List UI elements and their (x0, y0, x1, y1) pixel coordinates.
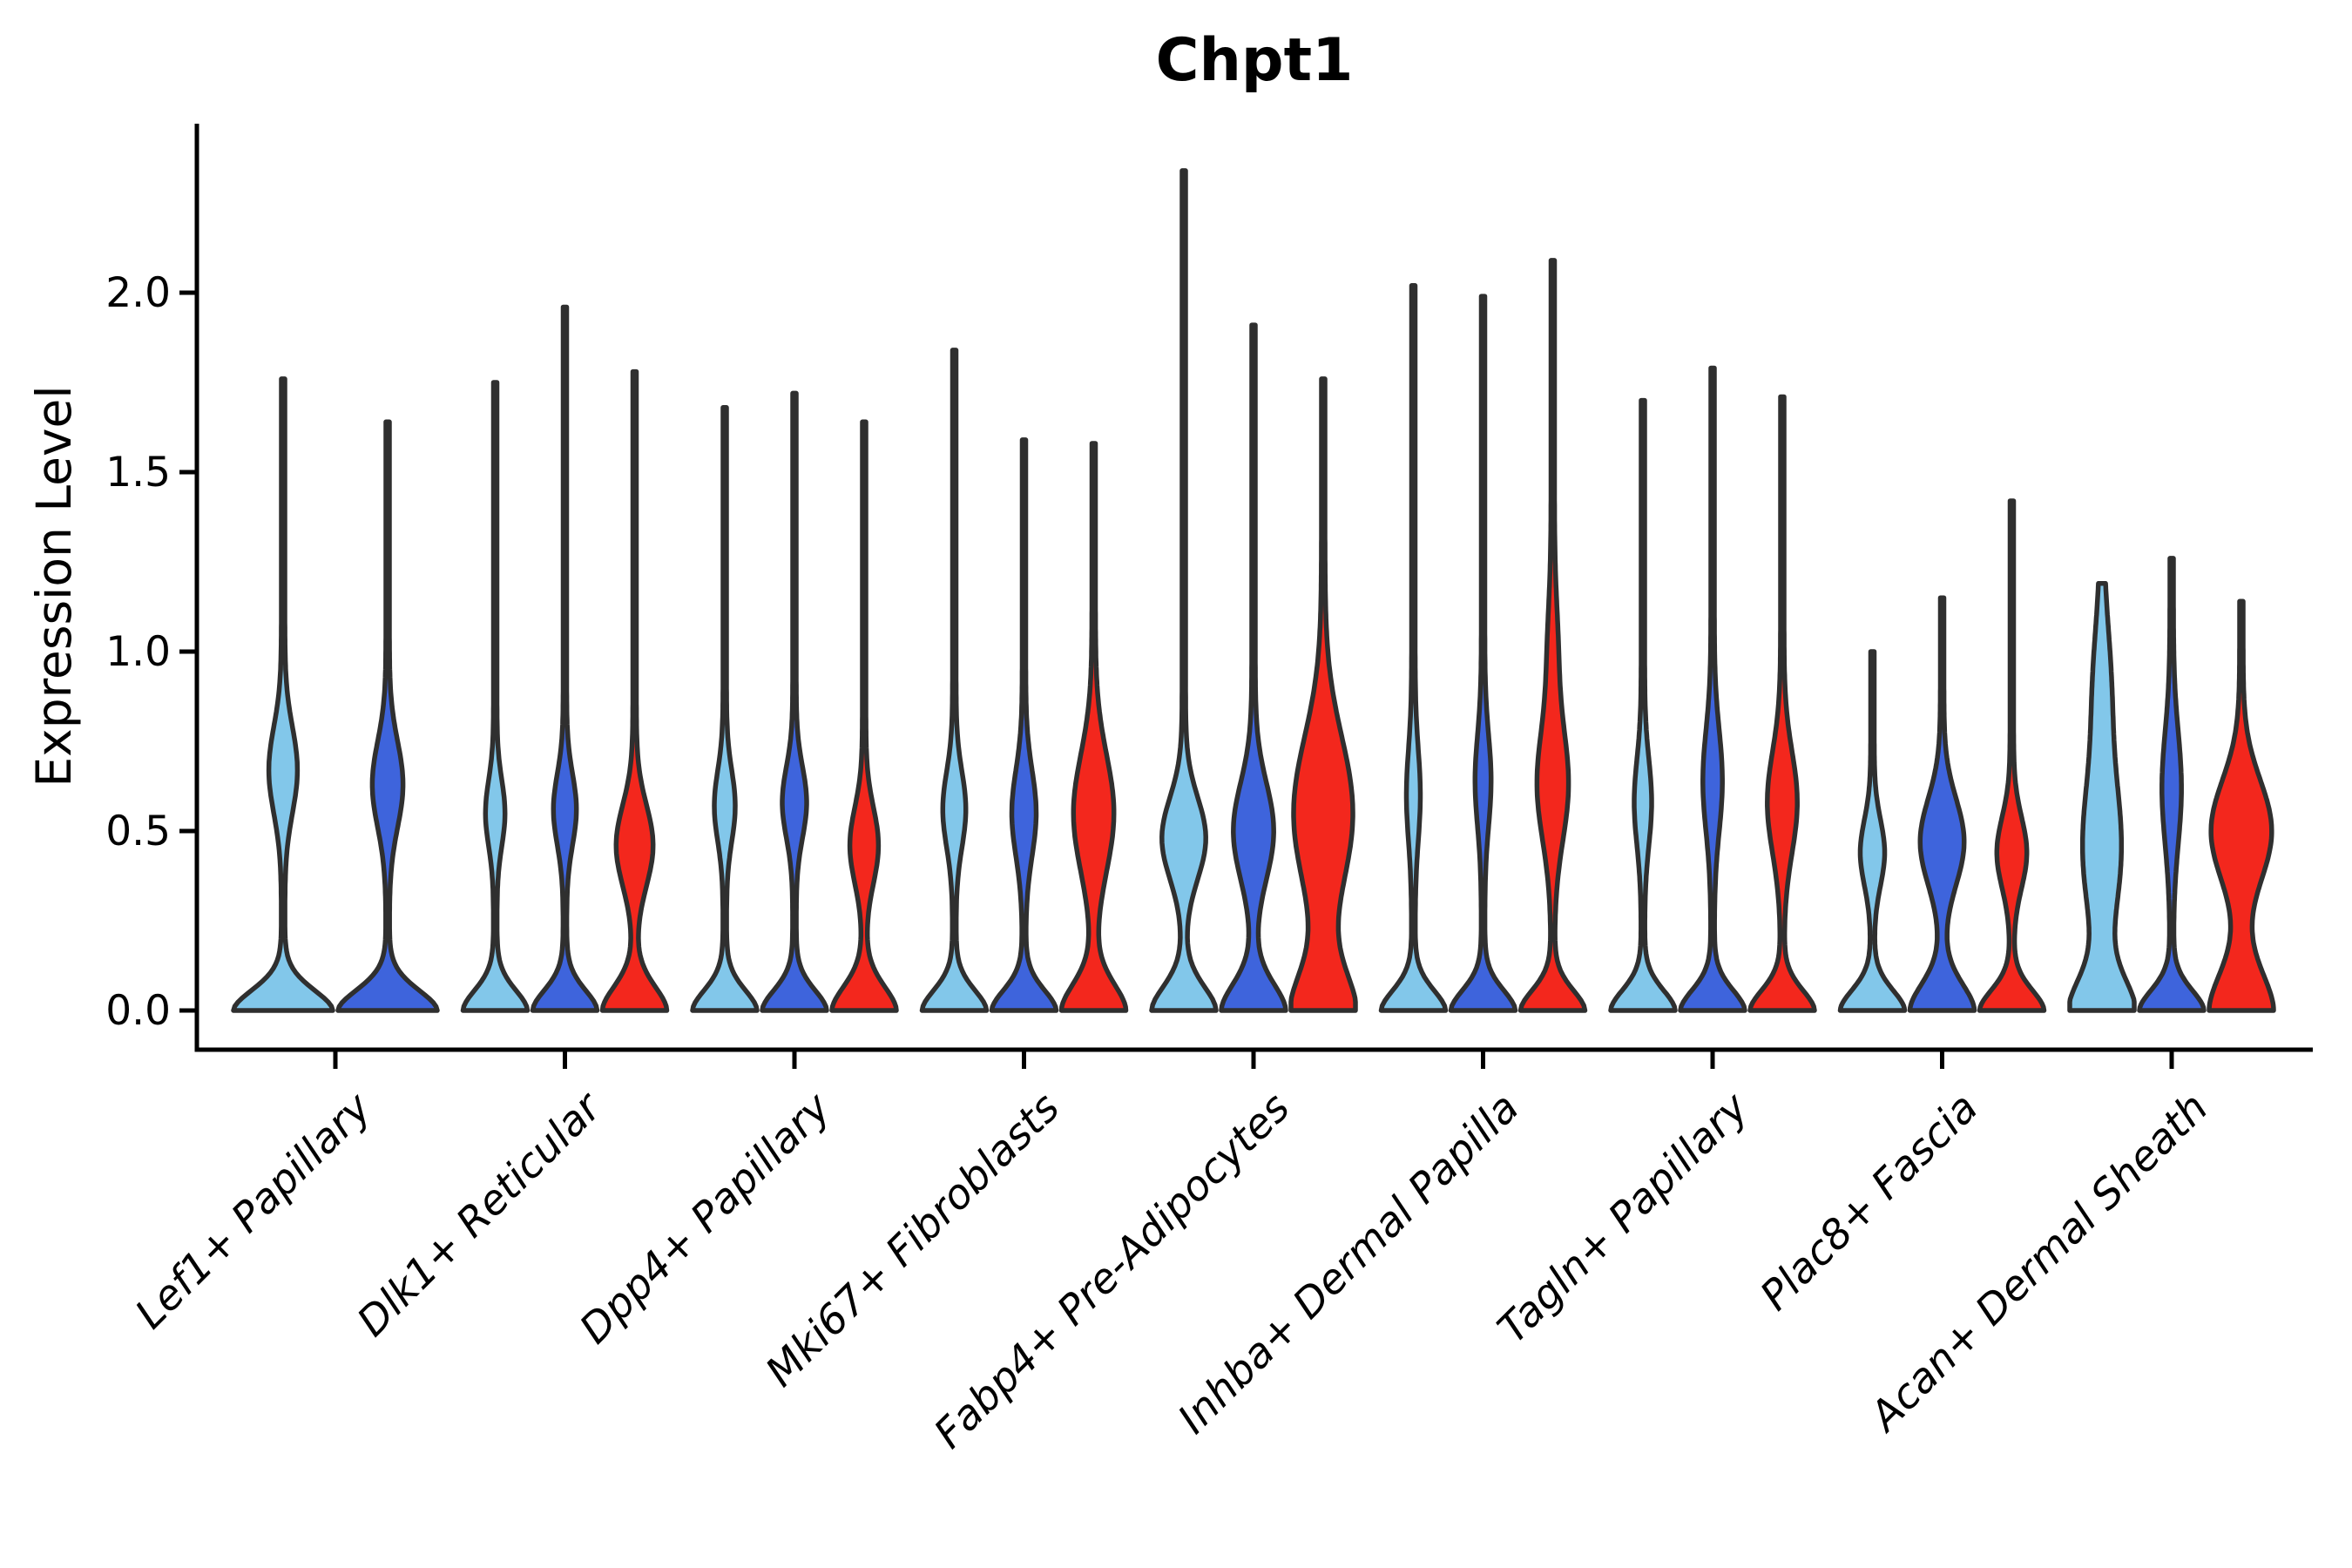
violin-fabp4-pre-adipocytes-blue_dark (1219, 322, 1288, 1013)
y-tick-label: 0.5 (105, 808, 171, 855)
violin-tagln-papillary-blue_light (1608, 397, 1678, 1013)
violin-inhba-dermal-papilla-blue_dark (1448, 294, 1518, 1013)
violin-acan-dermal-sheath-blue_dark (2137, 556, 2207, 1013)
violin-inhba-dermal-papilla-red (1517, 258, 1588, 1013)
violin-dlk1-reticular-blue_light (460, 380, 531, 1013)
violin-dpp4-papillary-red (829, 419, 899, 1013)
violin-lef1-papillary-blue_dark (335, 419, 440, 1013)
y-tick-label: 2.0 (105, 269, 171, 317)
violin-dpp4-papillary-blue_dark (760, 390, 829, 1013)
violin-plac8-fascia-blue_dark (1907, 595, 1977, 1013)
violin-plac8-fascia-red (1977, 498, 2047, 1013)
y-tick-label: 1.5 (105, 449, 171, 497)
violin-inhba-dermal-papilla-blue_light (1378, 283, 1449, 1013)
violin-acan-dermal-sheath-blue_light (2067, 580, 2137, 1013)
y-tick-label: 0.0 (105, 987, 171, 1035)
violin-mki67-fibroblasts-blue_dark (989, 437, 1059, 1013)
violin-dlk1-reticular-red (599, 368, 670, 1013)
y-tick-label: 1.0 (105, 628, 171, 676)
violin-tagln-papillary-blue_dark (1678, 365, 1747, 1013)
violin-fabp4-pre-adipocytes-blue_light (1149, 168, 1219, 1013)
violin-fabp4-pre-adipocytes-red (1288, 376, 1358, 1013)
violin-plac8-fascia-blue_light (1837, 649, 1908, 1013)
figure-title: Chpt1 (1155, 26, 1354, 95)
violin-dlk1-reticular-blue_dark (530, 304, 600, 1013)
violin-lef1-papillary-blue_light (231, 376, 335, 1013)
violin-tagln-papillary-red (1747, 394, 1817, 1013)
violin-dpp4-papillary-blue_light (690, 405, 760, 1013)
violin-acan-dermal-sheath-red (2207, 598, 2276, 1013)
y-axis-label: Expression Level (26, 385, 82, 787)
violin-mki67-fibroblasts-blue_light (919, 348, 990, 1013)
violin-mki67-fibroblasts-red (1058, 441, 1129, 1013)
